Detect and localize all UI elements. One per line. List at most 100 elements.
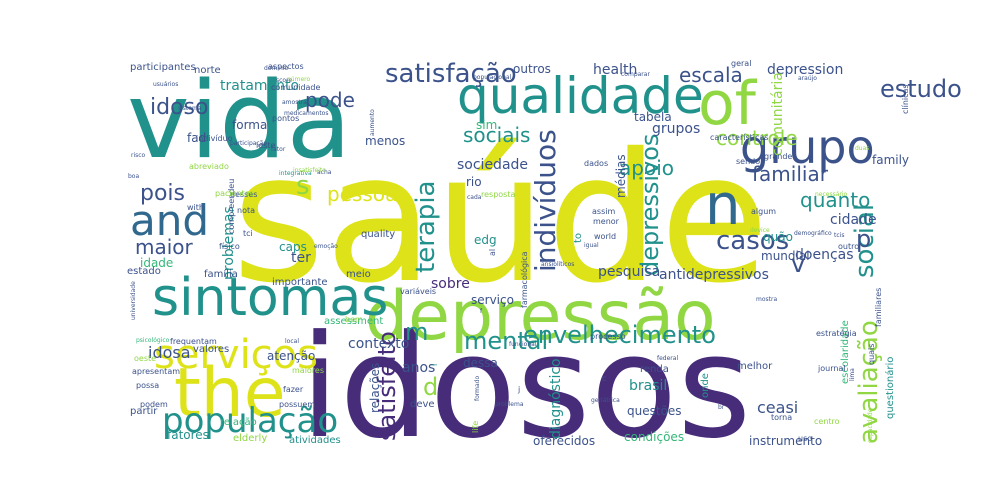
word: assim bbox=[592, 207, 615, 216]
word: n bbox=[705, 173, 741, 238]
word: depression bbox=[767, 62, 843, 78]
word: fatores bbox=[167, 428, 209, 442]
word: atenção bbox=[267, 349, 315, 363]
word: centro bbox=[814, 417, 840, 426]
word: norte bbox=[194, 65, 221, 76]
word: estado bbox=[127, 266, 161, 277]
word: forma bbox=[232, 118, 267, 132]
word: número bbox=[287, 76, 310, 83]
word: p bbox=[856, 225, 871, 253]
word: idade bbox=[140, 256, 173, 270]
word: controle bbox=[716, 126, 798, 150]
word: necessário bbox=[815, 191, 848, 198]
word: melhor bbox=[737, 361, 773, 372]
word: tcis bbox=[834, 232, 844, 239]
word: medicamentos bbox=[284, 110, 328, 117]
word: l bbox=[430, 364, 439, 366]
word: sim bbox=[476, 118, 497, 132]
word: health bbox=[593, 62, 637, 78]
word: aumento bbox=[369, 109, 376, 136]
word: satisfeito bbox=[373, 331, 401, 441]
word: grande bbox=[764, 152, 792, 161]
word: importante bbox=[272, 277, 328, 288]
word: igual bbox=[584, 242, 599, 249]
word: deve bbox=[410, 399, 435, 410]
word: casos bbox=[716, 226, 789, 256]
word: físico bbox=[219, 242, 240, 251]
word: s bbox=[296, 171, 310, 201]
word: mundial bbox=[761, 249, 810, 263]
word: j bbox=[517, 385, 520, 394]
word: comunidade bbox=[271, 83, 321, 92]
word: pode bbox=[305, 88, 355, 112]
word: usuários bbox=[153, 81, 178, 88]
word: renda bbox=[640, 364, 669, 375]
word: cada bbox=[467, 194, 482, 201]
word: serviços bbox=[154, 332, 318, 378]
word: dessa bbox=[463, 356, 498, 370]
word: araújo bbox=[798, 75, 817, 82]
word: relações bbox=[368, 363, 382, 413]
word: meio bbox=[346, 269, 371, 280]
word: algum bbox=[751, 207, 776, 216]
word: indivíduo bbox=[196, 134, 233, 143]
word: sendo bbox=[736, 157, 760, 166]
word: pontos bbox=[272, 114, 299, 123]
word: questionário bbox=[884, 357, 896, 419]
word: variáveis bbox=[400, 287, 436, 296]
word: escala bbox=[679, 63, 743, 87]
word: idosos bbox=[300, 305, 751, 470]
word: outros bbox=[513, 62, 551, 76]
word: cidade bbox=[830, 212, 877, 228]
word: quais bbox=[867, 344, 876, 365]
word: família bbox=[204, 268, 238, 280]
word: duas bbox=[855, 145, 869, 152]
word: the bbox=[174, 354, 286, 433]
word: estratégia bbox=[816, 328, 857, 338]
word: rio bbox=[466, 175, 482, 189]
word: instrumento bbox=[749, 434, 822, 448]
word: acha bbox=[317, 169, 332, 176]
word: podem bbox=[140, 400, 168, 409]
word: geral bbox=[731, 59, 751, 68]
word: condições bbox=[624, 430, 684, 444]
word: população bbox=[162, 401, 338, 441]
word: integrativa bbox=[279, 170, 312, 177]
word: atividades bbox=[289, 435, 341, 446]
word: familiar bbox=[752, 162, 829, 186]
word: escolaridade bbox=[840, 320, 851, 384]
word: psicológico bbox=[136, 337, 170, 344]
word: social bbox=[850, 204, 880, 278]
word: resposta bbox=[481, 190, 515, 199]
word: envelhecimento bbox=[523, 321, 716, 349]
word: desses bbox=[230, 190, 257, 199]
word: valores bbox=[193, 344, 229, 355]
word: clínicas bbox=[901, 84, 910, 114]
word: mental bbox=[464, 327, 548, 355]
word: pesquisa bbox=[598, 264, 660, 280]
word: br bbox=[718, 404, 725, 411]
word: tabela bbox=[634, 110, 672, 124]
word: tci bbox=[243, 229, 253, 238]
word: lima bbox=[849, 368, 856, 381]
word: sociedade bbox=[457, 157, 528, 173]
word: quanto bbox=[800, 188, 870, 212]
word: score bbox=[276, 77, 292, 84]
word: of bbox=[698, 69, 758, 139]
word: dados bbox=[584, 159, 608, 168]
word: indivíduos bbox=[529, 129, 562, 272]
word: questões bbox=[627, 404, 682, 418]
word: possuem bbox=[279, 400, 315, 409]
word: family bbox=[872, 153, 909, 167]
word: capacidade bbox=[867, 408, 874, 443]
word: quality bbox=[361, 229, 395, 240]
word: formado bbox=[474, 376, 481, 401]
word: tratamento bbox=[220, 78, 299, 94]
word: problema bbox=[495, 401, 524, 408]
word: brasil bbox=[629, 378, 667, 394]
word: world bbox=[594, 232, 616, 241]
word: funcional bbox=[509, 341, 537, 348]
word: ceasi bbox=[757, 398, 798, 417]
word: comunitária bbox=[770, 72, 786, 156]
word: qualidade bbox=[457, 67, 704, 125]
